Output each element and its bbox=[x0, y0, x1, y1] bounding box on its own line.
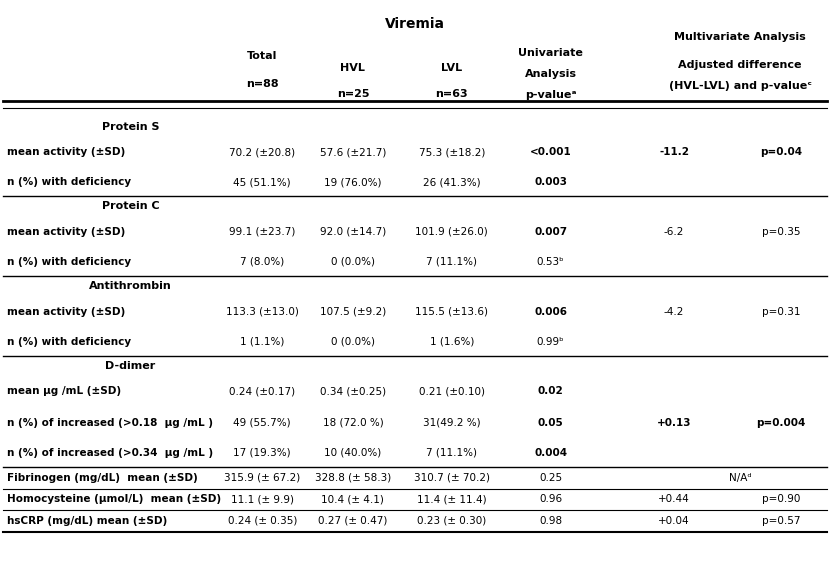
Text: +0.44: +0.44 bbox=[658, 494, 690, 504]
Text: Homocysteine (µmol/L)  mean (±SD): Homocysteine (µmol/L) mean (±SD) bbox=[7, 494, 221, 504]
Text: 0 (0.0%): 0 (0.0%) bbox=[331, 336, 375, 347]
Text: Protein C: Protein C bbox=[102, 201, 159, 212]
Text: n=25: n=25 bbox=[337, 89, 369, 99]
Text: (HVL-LVL) and p-valueᶜ: (HVL-LVL) and p-valueᶜ bbox=[669, 81, 811, 91]
Text: Univariate: Univariate bbox=[518, 48, 583, 58]
Text: n (%) with deficiency: n (%) with deficiency bbox=[7, 177, 131, 187]
Text: 99.1 (±23.7): 99.1 (±23.7) bbox=[229, 227, 296, 237]
Text: mean activity (±SD): mean activity (±SD) bbox=[7, 147, 125, 157]
Text: mean activity (±SD): mean activity (±SD) bbox=[7, 227, 125, 237]
Text: n (%) of increased (>0.34  µg /mL ): n (%) of increased (>0.34 µg /mL ) bbox=[7, 448, 213, 458]
Text: 0.23 (± 0.30): 0.23 (± 0.30) bbox=[417, 516, 486, 526]
Text: 49 (55.7%): 49 (55.7%) bbox=[233, 418, 291, 428]
Text: 19 (76.0%): 19 (76.0%) bbox=[324, 177, 382, 187]
Text: 0.98: 0.98 bbox=[539, 516, 562, 526]
Text: 7 (8.0%): 7 (8.0%) bbox=[240, 257, 284, 267]
Text: 0.02: 0.02 bbox=[538, 386, 563, 396]
Text: 0.21 (±0.10): 0.21 (±0.10) bbox=[419, 386, 485, 396]
Text: p=0.004: p=0.004 bbox=[756, 418, 806, 428]
Text: 10.4 (± 4.1): 10.4 (± 4.1) bbox=[322, 494, 384, 504]
Text: 0.003: 0.003 bbox=[534, 177, 567, 187]
Text: hsCRP (mg/dL) mean (±SD): hsCRP (mg/dL) mean (±SD) bbox=[7, 516, 167, 526]
Text: 18 (72.0 %): 18 (72.0 %) bbox=[322, 418, 383, 428]
Text: 0.25: 0.25 bbox=[539, 473, 562, 482]
Text: 10 (40.0%): 10 (40.0%) bbox=[324, 448, 382, 458]
Text: 1 (1.1%): 1 (1.1%) bbox=[240, 336, 284, 347]
Text: 57.6 (±21.7): 57.6 (±21.7) bbox=[320, 147, 386, 157]
Text: 0.99ᵇ: 0.99ᵇ bbox=[536, 336, 565, 347]
Text: 0.27 (± 0.47): 0.27 (± 0.47) bbox=[318, 516, 387, 526]
Text: 7 (11.1%): 7 (11.1%) bbox=[426, 448, 477, 458]
Text: Fibrinogen (mg/dL)  mean (±SD): Fibrinogen (mg/dL) mean (±SD) bbox=[7, 473, 197, 482]
Text: 31(49.2 %): 31(49.2 %) bbox=[423, 418, 481, 428]
Text: Viremia: Viremia bbox=[385, 17, 445, 31]
Text: D-dimer: D-dimer bbox=[105, 361, 156, 371]
Text: -4.2: -4.2 bbox=[664, 306, 685, 317]
Text: 328.8 (± 58.3): 328.8 (± 58.3) bbox=[315, 473, 391, 482]
Text: 0.24 (±0.17): 0.24 (±0.17) bbox=[229, 386, 296, 396]
Text: mean activity (±SD): mean activity (±SD) bbox=[7, 306, 125, 317]
Text: 75.3 (±18.2): 75.3 (±18.2) bbox=[418, 147, 485, 157]
Text: n (%) with deficiency: n (%) with deficiency bbox=[7, 336, 131, 347]
Text: 115.5 (±13.6): 115.5 (±13.6) bbox=[415, 306, 488, 317]
Text: Total: Total bbox=[247, 51, 277, 61]
Text: 315.9 (± 67.2): 315.9 (± 67.2) bbox=[224, 473, 301, 482]
Text: p-valueᵃ: p-valueᵃ bbox=[525, 90, 576, 100]
Text: 0.53ᵇ: 0.53ᵇ bbox=[536, 257, 565, 267]
Text: Multivariate Analysis: Multivariate Analysis bbox=[674, 32, 806, 43]
Text: 310.7 (± 70.2): 310.7 (± 70.2) bbox=[414, 473, 490, 482]
Text: 0.004: 0.004 bbox=[534, 448, 567, 458]
Text: p=0.31: p=0.31 bbox=[762, 306, 801, 317]
Text: 1 (1.6%): 1 (1.6%) bbox=[430, 336, 474, 347]
Text: Protein S: Protein S bbox=[102, 122, 159, 132]
Text: 26 (41.3%): 26 (41.3%) bbox=[423, 177, 481, 187]
Text: p=0.04: p=0.04 bbox=[761, 147, 802, 157]
Text: p=0.90: p=0.90 bbox=[762, 494, 801, 504]
Text: 7 (11.1%): 7 (11.1%) bbox=[426, 257, 477, 267]
Text: <0.001: <0.001 bbox=[530, 147, 571, 157]
Text: n (%) of increased (>0.18  µg /mL ): n (%) of increased (>0.18 µg /mL ) bbox=[7, 418, 213, 428]
Text: 107.5 (±9.2): 107.5 (±9.2) bbox=[320, 306, 386, 317]
Text: Adjusted difference: Adjusted difference bbox=[678, 60, 802, 70]
Text: 0.007: 0.007 bbox=[534, 227, 567, 237]
Text: 0.24 (± 0.35): 0.24 (± 0.35) bbox=[227, 516, 297, 526]
Text: n=88: n=88 bbox=[246, 79, 278, 89]
Text: -6.2: -6.2 bbox=[664, 227, 685, 237]
Text: n (%) with deficiency: n (%) with deficiency bbox=[7, 257, 131, 267]
Text: 92.0 (±14.7): 92.0 (±14.7) bbox=[320, 227, 386, 237]
Text: 0.006: 0.006 bbox=[534, 306, 567, 317]
Text: 0.05: 0.05 bbox=[538, 418, 563, 428]
Text: 11.4 (± 11.4): 11.4 (± 11.4) bbox=[417, 494, 486, 504]
Text: p=0.35: p=0.35 bbox=[762, 227, 801, 237]
Text: 101.9 (±26.0): 101.9 (±26.0) bbox=[416, 227, 488, 237]
Text: 0.96: 0.96 bbox=[539, 494, 562, 504]
Text: 113.3 (±13.0): 113.3 (±13.0) bbox=[226, 306, 299, 317]
Text: N/Aᵈ: N/Aᵈ bbox=[729, 473, 751, 482]
Text: Antithrombin: Antithrombin bbox=[89, 281, 172, 291]
Text: n=63: n=63 bbox=[436, 89, 468, 99]
Text: -11.2: -11.2 bbox=[659, 147, 689, 157]
Text: Analysis: Analysis bbox=[525, 70, 576, 79]
Text: 70.2 (±20.8): 70.2 (±20.8) bbox=[229, 147, 296, 157]
Text: +0.04: +0.04 bbox=[658, 516, 690, 526]
Text: mean µg /mL (±SD): mean µg /mL (±SD) bbox=[7, 386, 121, 396]
Text: 11.1 (± 9.9): 11.1 (± 9.9) bbox=[231, 494, 294, 504]
Text: 0 (0.0%): 0 (0.0%) bbox=[331, 257, 375, 267]
Text: HVL: HVL bbox=[341, 63, 366, 72]
Text: 0.34 (±0.25): 0.34 (±0.25) bbox=[320, 386, 386, 396]
Text: +0.13: +0.13 bbox=[657, 418, 691, 428]
Text: LVL: LVL bbox=[441, 63, 462, 72]
Text: p=0.57: p=0.57 bbox=[762, 516, 801, 526]
Text: 17 (19.3%): 17 (19.3%) bbox=[233, 448, 291, 458]
Text: 45 (51.1%): 45 (51.1%) bbox=[233, 177, 291, 187]
